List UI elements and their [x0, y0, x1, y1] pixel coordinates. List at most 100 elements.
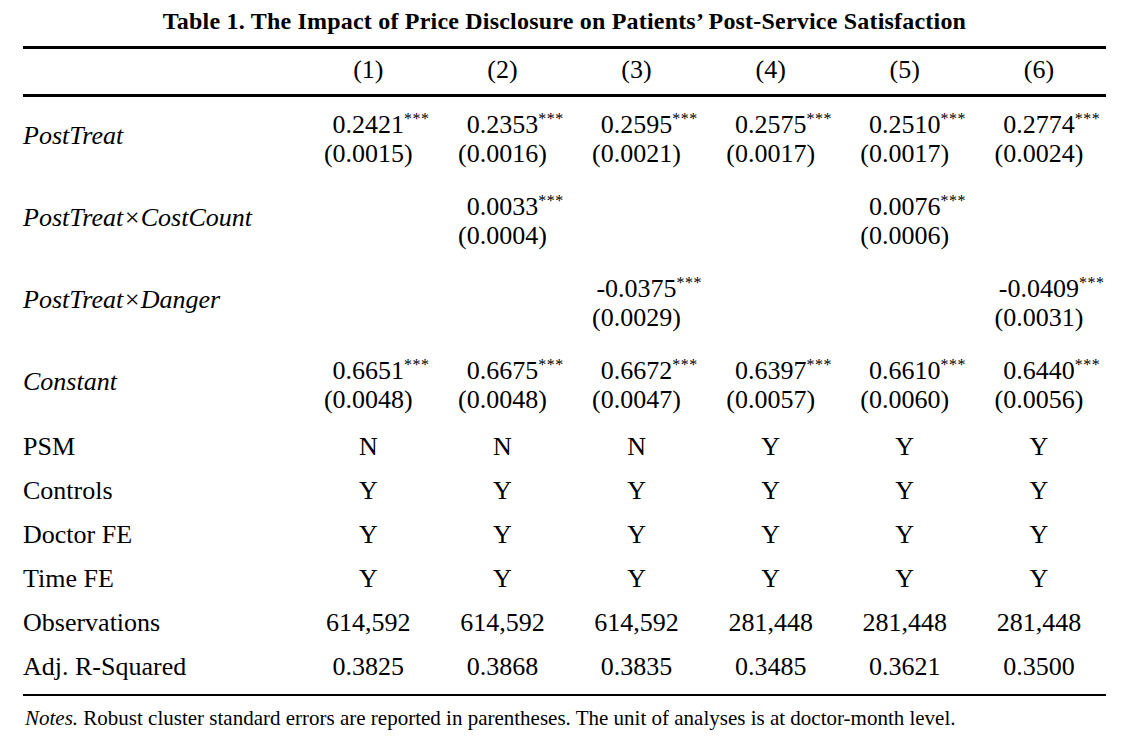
table-row: Doctor FEYYYYYY: [23, 513, 1106, 557]
table-row: Observations614,592614,592614,592281,448…: [23, 601, 1106, 645]
estimate-value: 0.0033: [467, 192, 539, 221]
info-cell: 0.3485: [704, 645, 838, 694]
row-label: Constant: [23, 343, 301, 425]
estimate-value: 0.6397: [735, 356, 807, 385]
table-row: PSMNNNYYY: [23, 425, 1106, 469]
coefficient-cell: 0.2510***(0.0017): [838, 96, 972, 180]
coefficient-row: PostTreat×CostCount0.0033***(0.0004)0.00…: [23, 179, 1106, 261]
info-cell: 614,592: [435, 601, 569, 645]
estimate-value: 0.0076: [869, 192, 941, 221]
column-header: (6): [972, 48, 1106, 96]
coefficient-cell: 0.6675***(0.0048): [435, 343, 569, 425]
info-cell: Y: [569, 513, 703, 557]
regression-table: (1)(2)(3)(4)(5)(6) PostTreat0.2421***(0.…: [23, 46, 1106, 694]
estimate-line: 0.6440***: [972, 350, 1106, 385]
estimate-value: 0.2353: [467, 110, 539, 139]
estimate-line: 0.6675***: [435, 350, 569, 385]
coefficient-cell: [569, 179, 703, 261]
info-cell: N: [301, 425, 435, 469]
estimate-line: -0.0375***: [569, 268, 703, 303]
estimate-value: 0.6675: [467, 356, 539, 385]
info-cell: Y: [704, 513, 838, 557]
row-label: Adj. R-Squared: [23, 645, 301, 694]
info-cell: Y: [435, 557, 569, 601]
estimate-value: 0.6610: [869, 356, 941, 385]
standard-error: (0.0047): [569, 385, 703, 414]
column-header-row: (1)(2)(3)(4)(5)(6): [23, 48, 1106, 96]
coefficient-cell: [435, 261, 569, 343]
info-cell: Y: [838, 469, 972, 513]
info-cell: Y: [704, 425, 838, 469]
estimate-value: -0.0409: [999, 274, 1079, 303]
row-label: PostTreat×CostCount: [23, 179, 301, 261]
info-cell: Y: [838, 557, 972, 601]
info-cell: 281,448: [704, 601, 838, 645]
estimate-line: -0.0409***: [972, 268, 1106, 303]
standard-error: (0.0006): [838, 221, 972, 250]
coefficient-row: Constant0.6651***(0.0048)0.6675***(0.004…: [23, 343, 1106, 425]
row-label: PSM: [23, 425, 301, 469]
notes-text: Robust cluster standard errors are repor…: [78, 706, 955, 730]
coefficient-cell: [704, 179, 838, 261]
estimate-line: 0.6610***: [838, 350, 972, 385]
table-row: Adj. R-Squared0.38250.38680.38350.34850.…: [23, 645, 1106, 694]
estimate-line: 0.6651***: [301, 350, 435, 385]
standard-error: (0.0015): [301, 139, 435, 168]
estimate-line: 0.2421***: [301, 104, 435, 139]
coefficient-cell: 0.2575***(0.0017): [704, 96, 838, 180]
info-cell: Y: [435, 513, 569, 557]
info-cell: 614,592: [301, 601, 435, 645]
standard-error: (0.0060): [838, 385, 972, 414]
coefficient-cell: 0.0033***(0.0004): [435, 179, 569, 261]
standard-error: (0.0017): [704, 139, 838, 168]
estimate-value: 0.6440: [1003, 356, 1075, 385]
info-cell: Y: [301, 469, 435, 513]
info-cell: Y: [972, 513, 1106, 557]
estimate-value: 0.2575: [735, 110, 807, 139]
standard-error: (0.0048): [301, 385, 435, 414]
estimate-line: 0.2774***: [972, 104, 1106, 139]
info-cell: 0.3835: [569, 645, 703, 694]
notes-label: Notes.: [25, 706, 78, 730]
standard-error: (0.0056): [972, 385, 1106, 414]
header-spacer-cell: [23, 48, 301, 96]
table-row: Time FEYYYYYY: [23, 557, 1106, 601]
estimate-line: 0.2510***: [838, 104, 972, 139]
coefficient-cell: 0.6672***(0.0047): [569, 343, 703, 425]
info-cell: 281,448: [972, 601, 1106, 645]
table-row: ControlsYYYYYY: [23, 469, 1106, 513]
info-cell: Y: [569, 557, 703, 601]
coefficient-cell: 0.6397***(0.0057): [704, 343, 838, 425]
coefficient-cell: 0.6440***(0.0056): [972, 343, 1106, 425]
coefficient-cell: 0.2774***(0.0024): [972, 96, 1106, 180]
info-cell: Y: [972, 469, 1106, 513]
standard-error: (0.0048): [435, 385, 569, 414]
info-cell: Y: [704, 557, 838, 601]
info-cell: Y: [972, 425, 1106, 469]
estimate-value: 0.2774: [1003, 110, 1075, 139]
estimate-value: 0.2510: [869, 110, 941, 139]
info-cell: Y: [838, 513, 972, 557]
estimate-line: 0.0033***: [435, 186, 569, 221]
standard-error: (0.0024): [972, 139, 1106, 168]
table-notes: Notes. Robust cluster standard errors ar…: [23, 694, 1106, 739]
standard-error: (0.0057): [704, 385, 838, 414]
coefficient-cell: 0.6651***(0.0048): [301, 343, 435, 425]
coefficient-cell: [301, 261, 435, 343]
estimate-line: 0.2575***: [704, 104, 838, 139]
row-label: PostTreat×Danger: [23, 261, 301, 343]
info-cell: 0.3621: [838, 645, 972, 694]
estimate-value: -0.0375: [596, 274, 676, 303]
coefficient-cell: 0.2353***(0.0016): [435, 96, 569, 180]
paper-page: Table 1. The Impact of Price Disclosure …: [0, 0, 1129, 739]
column-header: (5): [838, 48, 972, 96]
info-cell: 281,448: [838, 601, 972, 645]
info-cell: 614,592: [569, 601, 703, 645]
info-cell: Y: [972, 557, 1106, 601]
coefficient-cell: -0.0375***(0.0029): [569, 261, 703, 343]
row-label: Doctor FE: [23, 513, 301, 557]
column-header: (3): [569, 48, 703, 96]
coefficient-cell: [704, 261, 838, 343]
standard-error: (0.0031): [972, 303, 1106, 332]
info-cell: Y: [301, 513, 435, 557]
